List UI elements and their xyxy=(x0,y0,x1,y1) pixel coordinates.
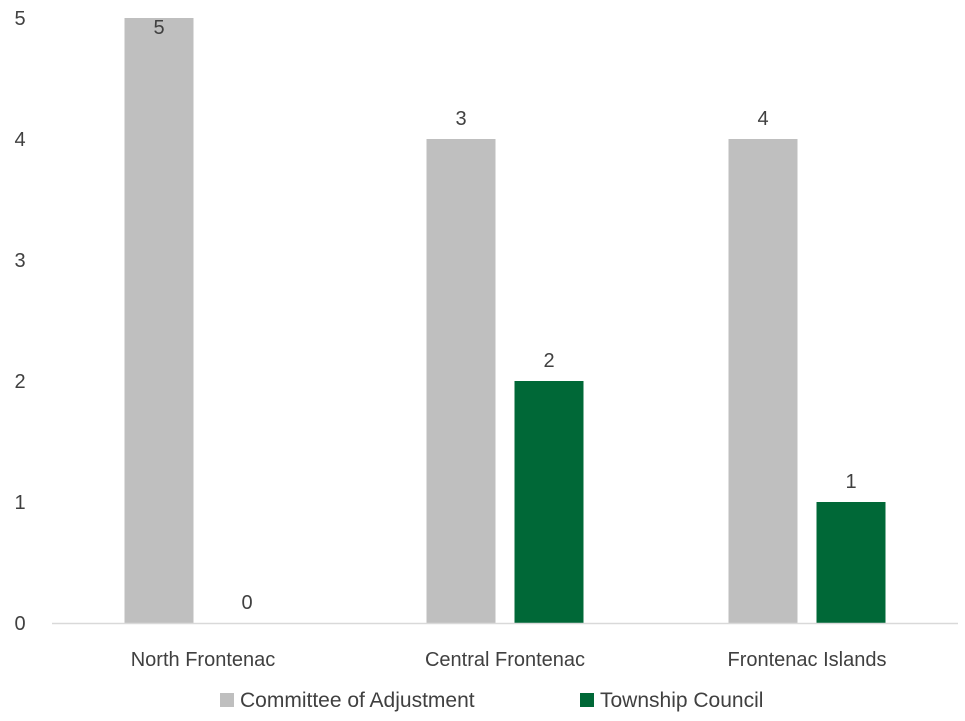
x-category-label: North Frontenac xyxy=(131,649,276,671)
data-label: 3 xyxy=(455,108,466,130)
bar-committee-of-adjustment xyxy=(124,18,194,623)
legend-swatch xyxy=(220,693,234,707)
data-label: 1 xyxy=(845,471,856,493)
data-label: 4 xyxy=(757,108,768,130)
data-label: 0 xyxy=(241,592,252,614)
y-tick-label: 5 xyxy=(14,8,25,30)
bars xyxy=(124,18,886,623)
legend-label: Township Council xyxy=(600,689,763,712)
y-tick-label: 3 xyxy=(14,250,25,272)
y-axis-ticks: 0 1 2 3 4 5 xyxy=(14,8,25,635)
bar-committee-of-adjustment xyxy=(728,139,798,623)
y-tick-label: 1 xyxy=(14,492,25,514)
data-label: 5 xyxy=(153,17,164,39)
y-tick-label: 0 xyxy=(14,613,25,635)
legend: Committee of Adjustment Township Council xyxy=(220,689,763,712)
x-category-label: Central Frontenac xyxy=(425,649,585,671)
y-tick-label: 2 xyxy=(14,371,25,393)
bar-township-council xyxy=(514,381,584,623)
y-tick-label: 4 xyxy=(14,129,25,151)
legend-label: Committee of Adjustment xyxy=(240,689,475,712)
legend-swatch xyxy=(580,693,594,707)
data-labels: 5 0 3 2 4 1 xyxy=(153,17,856,614)
bar-committee-of-adjustment xyxy=(426,139,496,623)
data-label: 2 xyxy=(543,350,554,372)
x-axis-categories: North Frontenac Central Frontenac Frontena… xyxy=(131,649,887,671)
bar-township-council xyxy=(816,502,886,623)
x-category-label: Frontenac Islands xyxy=(728,649,887,671)
